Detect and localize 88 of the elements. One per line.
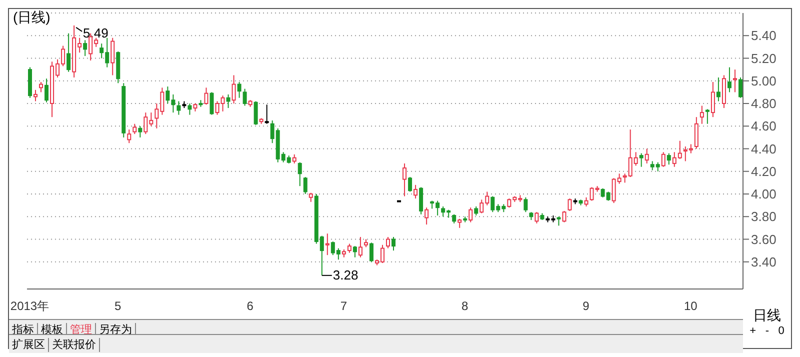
candlestick	[474, 206, 478, 216]
candlestick	[661, 152, 666, 168]
candlestick	[732, 69, 737, 93]
candlestick	[264, 104, 269, 124]
y-tick-label: 4.20	[751, 164, 776, 179]
candlestick	[138, 126, 142, 138]
candlestick	[414, 184, 418, 200]
candlestick	[458, 218, 462, 228]
y-tick-label: 3.40	[751, 254, 776, 270]
y-tick-label: 4.40	[751, 141, 776, 156]
candlestick	[110, 37, 115, 76]
candlestick	[176, 100, 181, 116]
text: 关联报价	[49, 338, 100, 352]
x-tick-label: 8	[462, 299, 469, 313]
candlestick	[325, 233, 330, 256]
y-tick-label: 4.80	[751, 96, 776, 112]
candlestick	[226, 94, 230, 109]
candlestick	[392, 236, 396, 252]
text: 扩展区	[9, 338, 49, 352]
x-tick-label: 10	[684, 299, 698, 313]
y-tick-label: 5.20	[751, 50, 776, 66]
text: 0	[778, 325, 784, 337]
y-tick-label: 4.00	[751, 186, 776, 202]
candlestick	[584, 196, 588, 207]
candlestick	[34, 89, 38, 102]
candlestick	[298, 162, 302, 187]
candlestick	[83, 40, 88, 56]
candlestick	[639, 152, 644, 168]
candlestick	[568, 198, 572, 212]
candlestick	[242, 88, 247, 106]
candlestick	[644, 148, 649, 164]
candlestick	[204, 87, 208, 106]
candlestick	[127, 129, 132, 144]
candlestick	[524, 196, 528, 213]
candlestick	[468, 207, 473, 223]
candlestick	[452, 214, 456, 224]
candlestick	[402, 162, 407, 197]
candlestick	[556, 216, 561, 226]
candlestick	[347, 243, 352, 254]
candlestick	[408, 176, 412, 192]
candlestick	[694, 116, 698, 150]
candlestick	[254, 100, 258, 126]
candlestick	[237, 82, 242, 98]
y-tick-label: 4.60	[751, 118, 776, 134]
candlestick	[386, 236, 390, 249]
candlestick	[358, 236, 362, 258]
x-tick-label: 9	[582, 299, 590, 313]
candlestick	[308, 192, 313, 202]
candlestick	[188, 102, 192, 116]
candlestick	[666, 152, 671, 166]
candlestick	[39, 82, 44, 93]
candlestick	[66, 32, 71, 72]
text: -	[765, 325, 769, 337]
candlestick	[44, 78, 49, 103]
candlestick	[419, 186, 424, 215]
candlestick	[716, 76, 720, 102]
candlestick	[705, 108, 710, 124]
y-tick-label: 3.80	[751, 209, 776, 224]
text: 日线	[752, 307, 782, 325]
x-tick-label: 6	[246, 299, 254, 313]
candlestick	[424, 207, 429, 226]
annotation: 3.28	[332, 267, 358, 282]
x-tick-label: 2013年	[10, 299, 50, 313]
x-tick-label: 7	[340, 299, 348, 313]
candlestick	[700, 105, 704, 124]
y-tick-label: 5.40	[751, 28, 776, 44]
candlestick	[132, 123, 137, 135]
candlestick	[232, 74, 236, 104]
candlestick	[710, 82, 715, 118]
candlestick	[352, 246, 357, 258]
candlestick	[738, 76, 742, 98]
chart-title: (日线)	[13, 9, 50, 27]
text: 模板	[38, 323, 67, 337]
y-tick-label: 5.00	[751, 73, 776, 88]
text: +	[750, 325, 756, 337]
candlestick	[210, 92, 214, 116]
y-tick-label: 3.60	[751, 232, 776, 247]
annotation: 5.49	[83, 25, 108, 40]
x-tick-label: 5	[114, 299, 122, 313]
candlestick	[562, 210, 566, 223]
text: 管理	[67, 323, 96, 337]
text: 另存为	[96, 323, 136, 337]
candlestick	[369, 242, 374, 262]
text: 指标	[9, 323, 38, 337]
candlestick	[303, 176, 308, 194]
candlestick	[727, 66, 732, 93]
candlestick	[534, 212, 539, 224]
candlestick	[292, 154, 296, 164]
